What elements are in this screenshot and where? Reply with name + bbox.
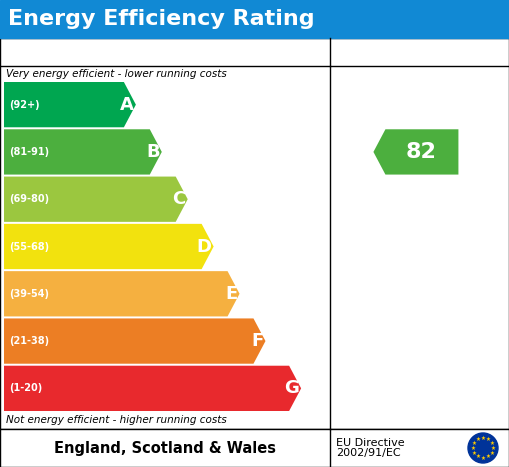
Circle shape: [468, 433, 498, 463]
Text: England, Scotland & Wales: England, Scotland & Wales: [54, 440, 276, 455]
Text: (69-80): (69-80): [9, 194, 49, 204]
Polygon shape: [4, 224, 214, 269]
Text: G: G: [284, 379, 299, 397]
Text: ★: ★: [489, 451, 494, 455]
Text: Not energy efficient - higher running costs: Not energy efficient - higher running co…: [6, 415, 227, 425]
Polygon shape: [4, 271, 240, 317]
Text: ★: ★: [480, 436, 486, 440]
Bar: [0, 38, 509, 429]
Text: ★: ★: [475, 454, 480, 459]
Text: B: B: [146, 143, 160, 161]
Polygon shape: [4, 366, 301, 411]
Text: D: D: [196, 238, 212, 255]
Text: Very energy efficient - lower running costs: Very energy efficient - lower running co…: [6, 69, 227, 79]
Text: (1-20): (1-20): [9, 383, 42, 393]
Polygon shape: [374, 129, 459, 175]
Text: ★: ★: [475, 437, 480, 442]
Polygon shape: [4, 82, 136, 127]
Text: ★: ★: [470, 446, 475, 451]
Text: (92+): (92+): [9, 99, 40, 110]
Text: 2002/91/EC: 2002/91/EC: [336, 448, 401, 458]
Text: ★: ★: [486, 437, 491, 442]
Text: ★: ★: [480, 455, 486, 460]
Polygon shape: [4, 129, 162, 175]
Text: (55-68): (55-68): [9, 241, 49, 252]
Bar: [0, 429, 509, 467]
Text: ★: ★: [486, 454, 491, 459]
Text: A: A: [120, 96, 134, 113]
Bar: [0, 0, 509, 38]
Text: ★: ★: [472, 440, 477, 446]
Text: (21-38): (21-38): [9, 336, 49, 346]
Text: (39-54): (39-54): [9, 289, 49, 299]
Polygon shape: [4, 177, 188, 222]
Text: EU Directive: EU Directive: [336, 438, 405, 448]
Text: (81-91): (81-91): [9, 147, 49, 157]
Text: E: E: [225, 285, 238, 303]
Text: F: F: [251, 332, 264, 350]
Text: C: C: [173, 190, 186, 208]
Text: ★: ★: [491, 446, 495, 451]
Polygon shape: [4, 318, 266, 364]
Text: Energy Efficiency Rating: Energy Efficiency Rating: [8, 9, 315, 29]
Text: 82: 82: [406, 142, 436, 162]
Text: ★: ★: [489, 440, 494, 446]
Text: ★: ★: [472, 451, 477, 455]
